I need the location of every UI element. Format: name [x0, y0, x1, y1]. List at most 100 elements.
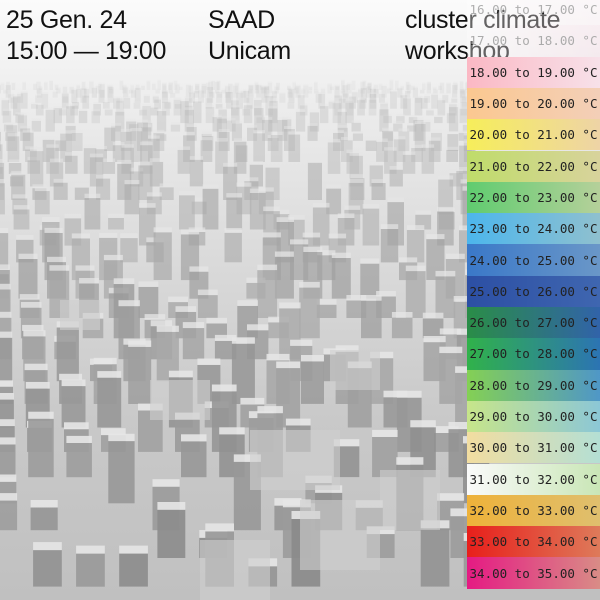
city-block: [247, 127, 258, 141]
city-block: [185, 85, 191, 98]
city-block-top: [318, 92, 326, 94]
city-block-top: [295, 84, 301, 86]
city-block-top: [130, 128, 143, 132]
city-block-top: [71, 233, 90, 239]
city-block: [181, 441, 207, 478]
city-block: [139, 109, 147, 116]
city-block: [212, 117, 222, 132]
city-block-top: [326, 184, 342, 189]
city-block-top: [189, 156, 204, 160]
city-block: [123, 98, 131, 109]
city-block-top: [351, 120, 361, 123]
city-block-top: [378, 92, 385, 94]
city-block-top: [414, 120, 426, 124]
city-block: [206, 323, 227, 339]
city-block: [66, 442, 92, 478]
city-block-top: [422, 82, 426, 84]
city-block-top: [161, 90, 168, 92]
city-block-top: [357, 97, 365, 100]
city-block: [378, 84, 383, 90]
city-block: [104, 127, 116, 151]
city-block-top: [420, 88, 425, 90]
city-block: [119, 80, 124, 90]
city-block-top: [400, 85, 404, 87]
city-block: [365, 140, 377, 151]
city-block: [415, 97, 422, 103]
city-block: [78, 110, 88, 124]
city-slab: [60, 300, 100, 330]
city-block-top: [337, 213, 355, 218]
city-block: [426, 83, 431, 94]
city-block-top: [56, 87, 61, 89]
city-block-top: [107, 84, 113, 86]
city-block: [49, 81, 53, 90]
city-block-top: [297, 93, 305, 96]
city-block-top: [185, 103, 193, 106]
city-block-top: [410, 420, 436, 428]
city-block-top: [206, 82, 210, 84]
city-block-top: [276, 217, 294, 222]
city-block: [276, 83, 280, 90]
city-block-top: [328, 99, 336, 102]
city-block-top: [41, 92, 49, 94]
city-block-top: [273, 209, 290, 215]
city-block-top: [0, 84, 1, 86]
city-block-top: [381, 84, 387, 87]
city-block-top: [420, 96, 428, 99]
city-block-top: [162, 84, 167, 86]
city-block: [453, 82, 458, 94]
city-block: [11, 83, 16, 90]
city-block: [226, 120, 236, 132]
city-block-top: [344, 205, 361, 210]
city-block-top: [72, 100, 79, 102]
city-block-top: [367, 82, 372, 84]
city-block-top: [437, 206, 454, 212]
city-block-top: [434, 114, 443, 117]
city-block: [0, 85, 1, 94]
city-block-top: [372, 429, 398, 437]
city-block-top: [137, 119, 148, 123]
city-block: [225, 91, 232, 103]
city-block-top: [129, 121, 139, 125]
city-block-top: [93, 101, 101, 104]
city-block: [231, 343, 255, 404]
city-block: [207, 86, 214, 103]
date-time-block: 25 Gen. 24 15:00 — 19:00: [6, 5, 166, 67]
city-block: [367, 83, 372, 94]
city-block-top: [446, 82, 451, 84]
city-block: [446, 149, 458, 162]
city-block: [37, 88, 43, 98]
city-block: [462, 96, 469, 109]
city-block: [134, 87, 141, 103]
city-block-top: [432, 86, 437, 88]
city-block: [381, 86, 387, 98]
city-block-top: [290, 339, 313, 346]
city-block: [162, 90, 168, 98]
city-block: [150, 107, 159, 116]
city-block-top: [242, 107, 251, 110]
city-block: [360, 87, 367, 103]
city-block: [435, 276, 456, 318]
city-block: [202, 136, 214, 151]
city-block: [141, 85, 145, 90]
city-block-top: [433, 88, 438, 90]
city-block-top: [80, 86, 87, 89]
city-block-top: [116, 96, 123, 99]
city-block: [297, 95, 305, 109]
city-block-top: [216, 90, 223, 92]
legend-row: 31.00 to 32.00 °C: [467, 463, 600, 495]
city-block-top: [378, 83, 383, 85]
city-block-top: [184, 96, 192, 99]
city-block-top: [320, 87, 326, 89]
city-block: [420, 98, 428, 109]
city-block: [327, 142, 341, 174]
city-block-top: [403, 96, 411, 99]
city-block-top: [371, 179, 386, 183]
city-block-top: [219, 427, 245, 435]
city-block-top: [84, 193, 101, 199]
city-block: [368, 83, 372, 90]
city-block: [257, 270, 278, 318]
city-block-top: [130, 84, 134, 86]
city-block-top: [389, 166, 403, 170]
city-block: [183, 135, 195, 162]
